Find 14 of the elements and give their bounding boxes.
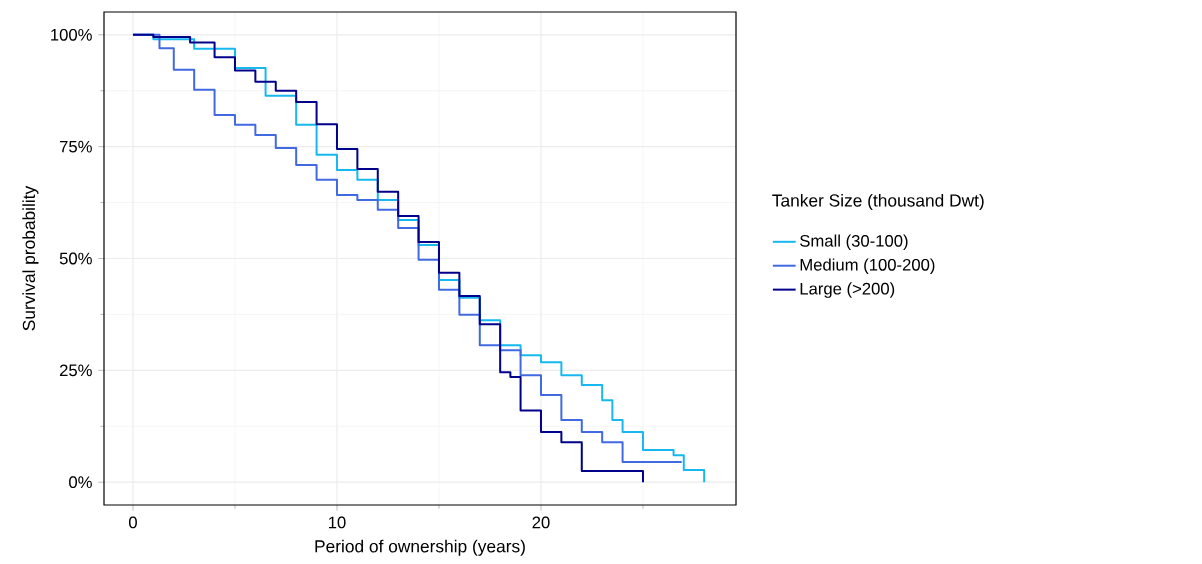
x-tick-label: 10 [328,516,346,529]
x-axis-title: Period of ownership (years) [315,539,525,556]
x-tick-label: 20 [532,516,550,529]
legend-label: Medium (100-200) [800,258,935,274]
y-tick-label: 50% [59,252,92,265]
legend-title: Tanker Size (thousand Dwt) [772,193,984,211]
x-tick-label: 0 [128,516,137,529]
y-axis-title: Survival probability [22,185,39,331]
y-tick-label: 75% [59,140,92,153]
y-tick-label: 100% [51,28,92,41]
y-tick-label: 25% [59,364,92,377]
legend-label: Small (30-100) [800,234,908,251]
y-tick-label: 0% [69,476,92,489]
legend-label: Large (>200) [800,282,895,298]
